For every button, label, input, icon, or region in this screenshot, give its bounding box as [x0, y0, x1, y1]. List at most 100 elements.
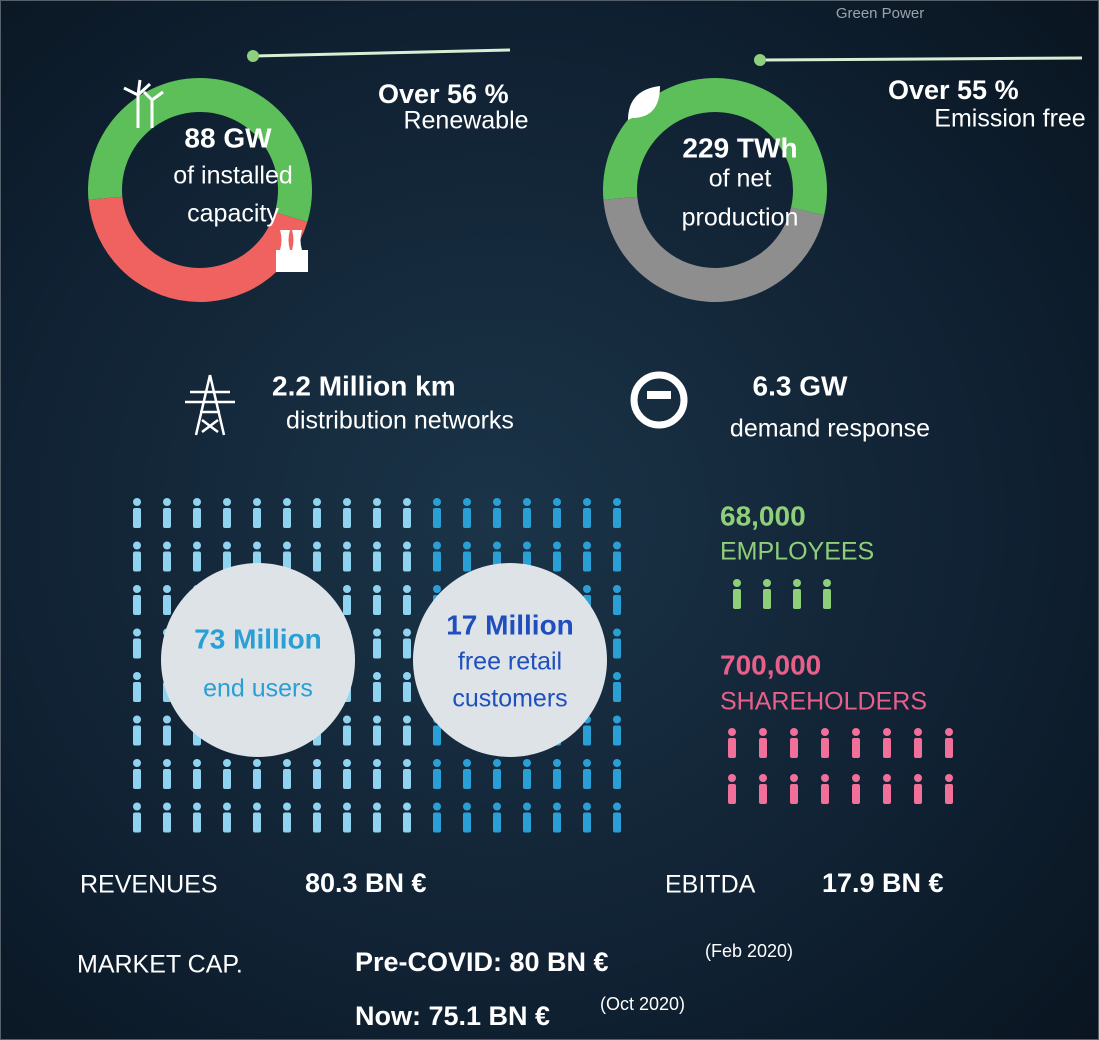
person-body	[493, 508, 501, 528]
person-body	[373, 769, 381, 789]
person-body	[313, 508, 321, 528]
revenues-value: 80.3 BN €	[305, 868, 427, 898]
person-body	[373, 682, 381, 702]
person-head	[583, 759, 591, 767]
person-head	[613, 759, 621, 767]
person-body	[433, 813, 441, 833]
person-head	[583, 542, 591, 550]
person-head	[133, 803, 141, 811]
person-body	[463, 508, 471, 528]
person-head	[193, 498, 201, 506]
person-body	[883, 784, 891, 804]
person-head	[403, 542, 411, 550]
person-head	[403, 629, 411, 637]
meter-icon	[647, 391, 671, 399]
networks-value: 2.2 Million km	[272, 370, 456, 401]
person-head	[523, 498, 531, 506]
person-body	[463, 552, 471, 572]
person-head	[883, 774, 891, 782]
shareholders-value: 700,000	[720, 649, 821, 680]
leader-line	[760, 58, 1082, 60]
production-line: production	[682, 204, 799, 232]
person-head	[613, 672, 621, 680]
person-body	[728, 738, 736, 758]
person-body	[373, 813, 381, 833]
person-head	[313, 759, 321, 767]
person-body	[852, 784, 860, 804]
person-head	[613, 803, 621, 811]
person-body	[583, 726, 591, 746]
person-head	[283, 759, 291, 767]
person-head	[583, 585, 591, 593]
share-caption: Emission free	[934, 105, 1085, 133]
person-head	[403, 585, 411, 593]
person-body	[223, 769, 231, 789]
employees-caption: EMPLOYEES	[720, 538, 874, 566]
person-body	[193, 508, 201, 528]
person-body	[763, 589, 771, 609]
person-head	[223, 803, 231, 811]
person-head	[133, 716, 141, 724]
person-head	[223, 542, 231, 550]
leader-dot	[247, 50, 259, 62]
person-head	[883, 728, 891, 736]
person-head	[553, 803, 561, 811]
person-head	[223, 498, 231, 506]
person-body	[223, 813, 231, 833]
person-body	[613, 769, 621, 789]
person-body	[163, 552, 171, 572]
person-body	[433, 726, 441, 746]
person-head	[945, 774, 953, 782]
person-body	[728, 784, 736, 804]
person-body	[583, 769, 591, 789]
person-head	[403, 672, 411, 680]
person-head	[613, 585, 621, 593]
person-body	[914, 784, 922, 804]
person-body	[313, 552, 321, 572]
person-head	[133, 585, 141, 593]
person-head	[193, 803, 201, 811]
person-head	[583, 803, 591, 811]
person-body	[821, 784, 829, 804]
person-body	[133, 639, 141, 659]
person-head	[283, 803, 291, 811]
person-head	[373, 716, 381, 724]
person-body	[133, 682, 141, 702]
person-body	[523, 769, 531, 789]
person-head	[253, 542, 261, 550]
person-head	[133, 629, 141, 637]
page: { "header": {"label": "Green Power"}, "c…	[0, 0, 1099, 1040]
person-head	[253, 803, 261, 811]
person-head	[821, 774, 829, 782]
person-body	[945, 738, 953, 758]
person-head	[163, 542, 171, 550]
person-body	[373, 595, 381, 615]
person-head	[463, 498, 471, 506]
person-body	[583, 813, 591, 833]
person-body	[945, 784, 953, 804]
customers-line: free retail	[458, 648, 562, 676]
person-head	[133, 759, 141, 767]
person-head	[403, 759, 411, 767]
person-head	[343, 759, 351, 767]
person-head	[852, 728, 860, 736]
person-body	[613, 682, 621, 702]
person-head	[790, 774, 798, 782]
header-label: Green Power	[836, 5, 924, 22]
person-body	[403, 552, 411, 572]
person-body	[343, 813, 351, 833]
person-body	[313, 769, 321, 789]
person-body	[433, 769, 441, 789]
person-body	[343, 726, 351, 746]
person-head	[403, 803, 411, 811]
person-head	[763, 579, 771, 587]
ebitda-label: EBITDA	[665, 871, 756, 899]
person-head	[163, 716, 171, 724]
share-label: Over 56 %	[378, 79, 509, 109]
person-head	[433, 759, 441, 767]
end-users-caption: end users	[203, 675, 313, 703]
person-head	[493, 759, 501, 767]
person-body	[343, 508, 351, 528]
person-body	[163, 595, 171, 615]
person-body	[613, 813, 621, 833]
